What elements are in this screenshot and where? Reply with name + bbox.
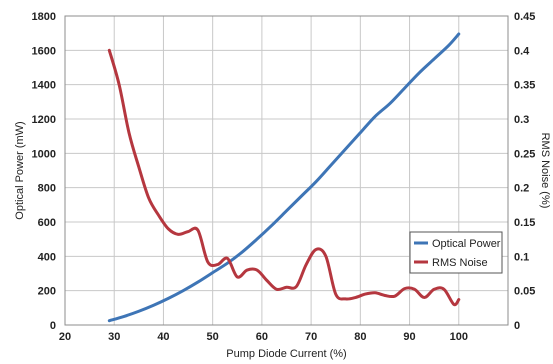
x-tick-label: 60 — [256, 331, 268, 343]
y-axis-title: Optical Power (mW) — [14, 121, 26, 219]
y2-tick-label: 0.15 — [514, 217, 535, 229]
y2-tick-label: 0.1 — [514, 251, 529, 263]
x-tick-label: 80 — [354, 331, 366, 343]
x-axis-title: Pump Diode Current (%) — [226, 348, 346, 360]
x-tick-label: 30 — [108, 331, 120, 343]
x-tick-label: 40 — [157, 331, 169, 343]
y2-tick-label: 0.3 — [514, 114, 529, 126]
y2-tick-label: 0.2 — [514, 183, 529, 195]
y2-tick-label: 0.45 — [514, 11, 535, 23]
y-tick-label: 1400 — [32, 80, 56, 92]
y2-tick-label: 0.05 — [514, 286, 535, 298]
x-tick-label: 20 — [59, 331, 71, 343]
y-tick-label: 600 — [38, 217, 56, 229]
series-line-rms-noise — [107, 48, 461, 307]
x-tick-label: 100 — [450, 331, 468, 343]
y2-tick-label: 0.25 — [514, 148, 535, 160]
series-line-optical-power — [107, 32, 461, 323]
x-tick-label: 90 — [403, 331, 415, 343]
y2-axis-title: RMS Noise (%) — [539, 133, 551, 209]
y-tick-label: 1000 — [32, 148, 56, 160]
y-tick-label: 800 — [38, 183, 56, 195]
x-tick-label: 70 — [305, 331, 317, 343]
legend-label-rms-noise: RMS Noise — [432, 257, 488, 269]
y-tick-label: 400 — [38, 251, 56, 263]
y-tick-label: 200 — [38, 286, 56, 298]
series-layer — [107, 32, 461, 323]
y2-tick-label: 0.35 — [514, 80, 535, 92]
legend: Optical Power RMS Noise — [409, 231, 503, 274]
y2-tick-label: 0.4 — [514, 45, 530, 57]
gridlines — [65, 16, 508, 325]
y-tick-label: 1600 — [32, 45, 56, 57]
x-tick-label: 50 — [207, 331, 219, 343]
legend-label-optical-power: Optical Power — [432, 238, 501, 250]
y-tick-label: 1800 — [32, 11, 56, 23]
plot-area-border — [64, 15, 509, 326]
tick-labels: 20 30 40 50 60 70 80 90 100020040060080010001200… — [32, 11, 536, 343]
y-tick-label: 0 — [50, 320, 56, 332]
y-tick-label: 1200 — [32, 114, 56, 126]
y2-tick-label: 0 — [514, 320, 520, 332]
legend-box — [409, 231, 503, 274]
